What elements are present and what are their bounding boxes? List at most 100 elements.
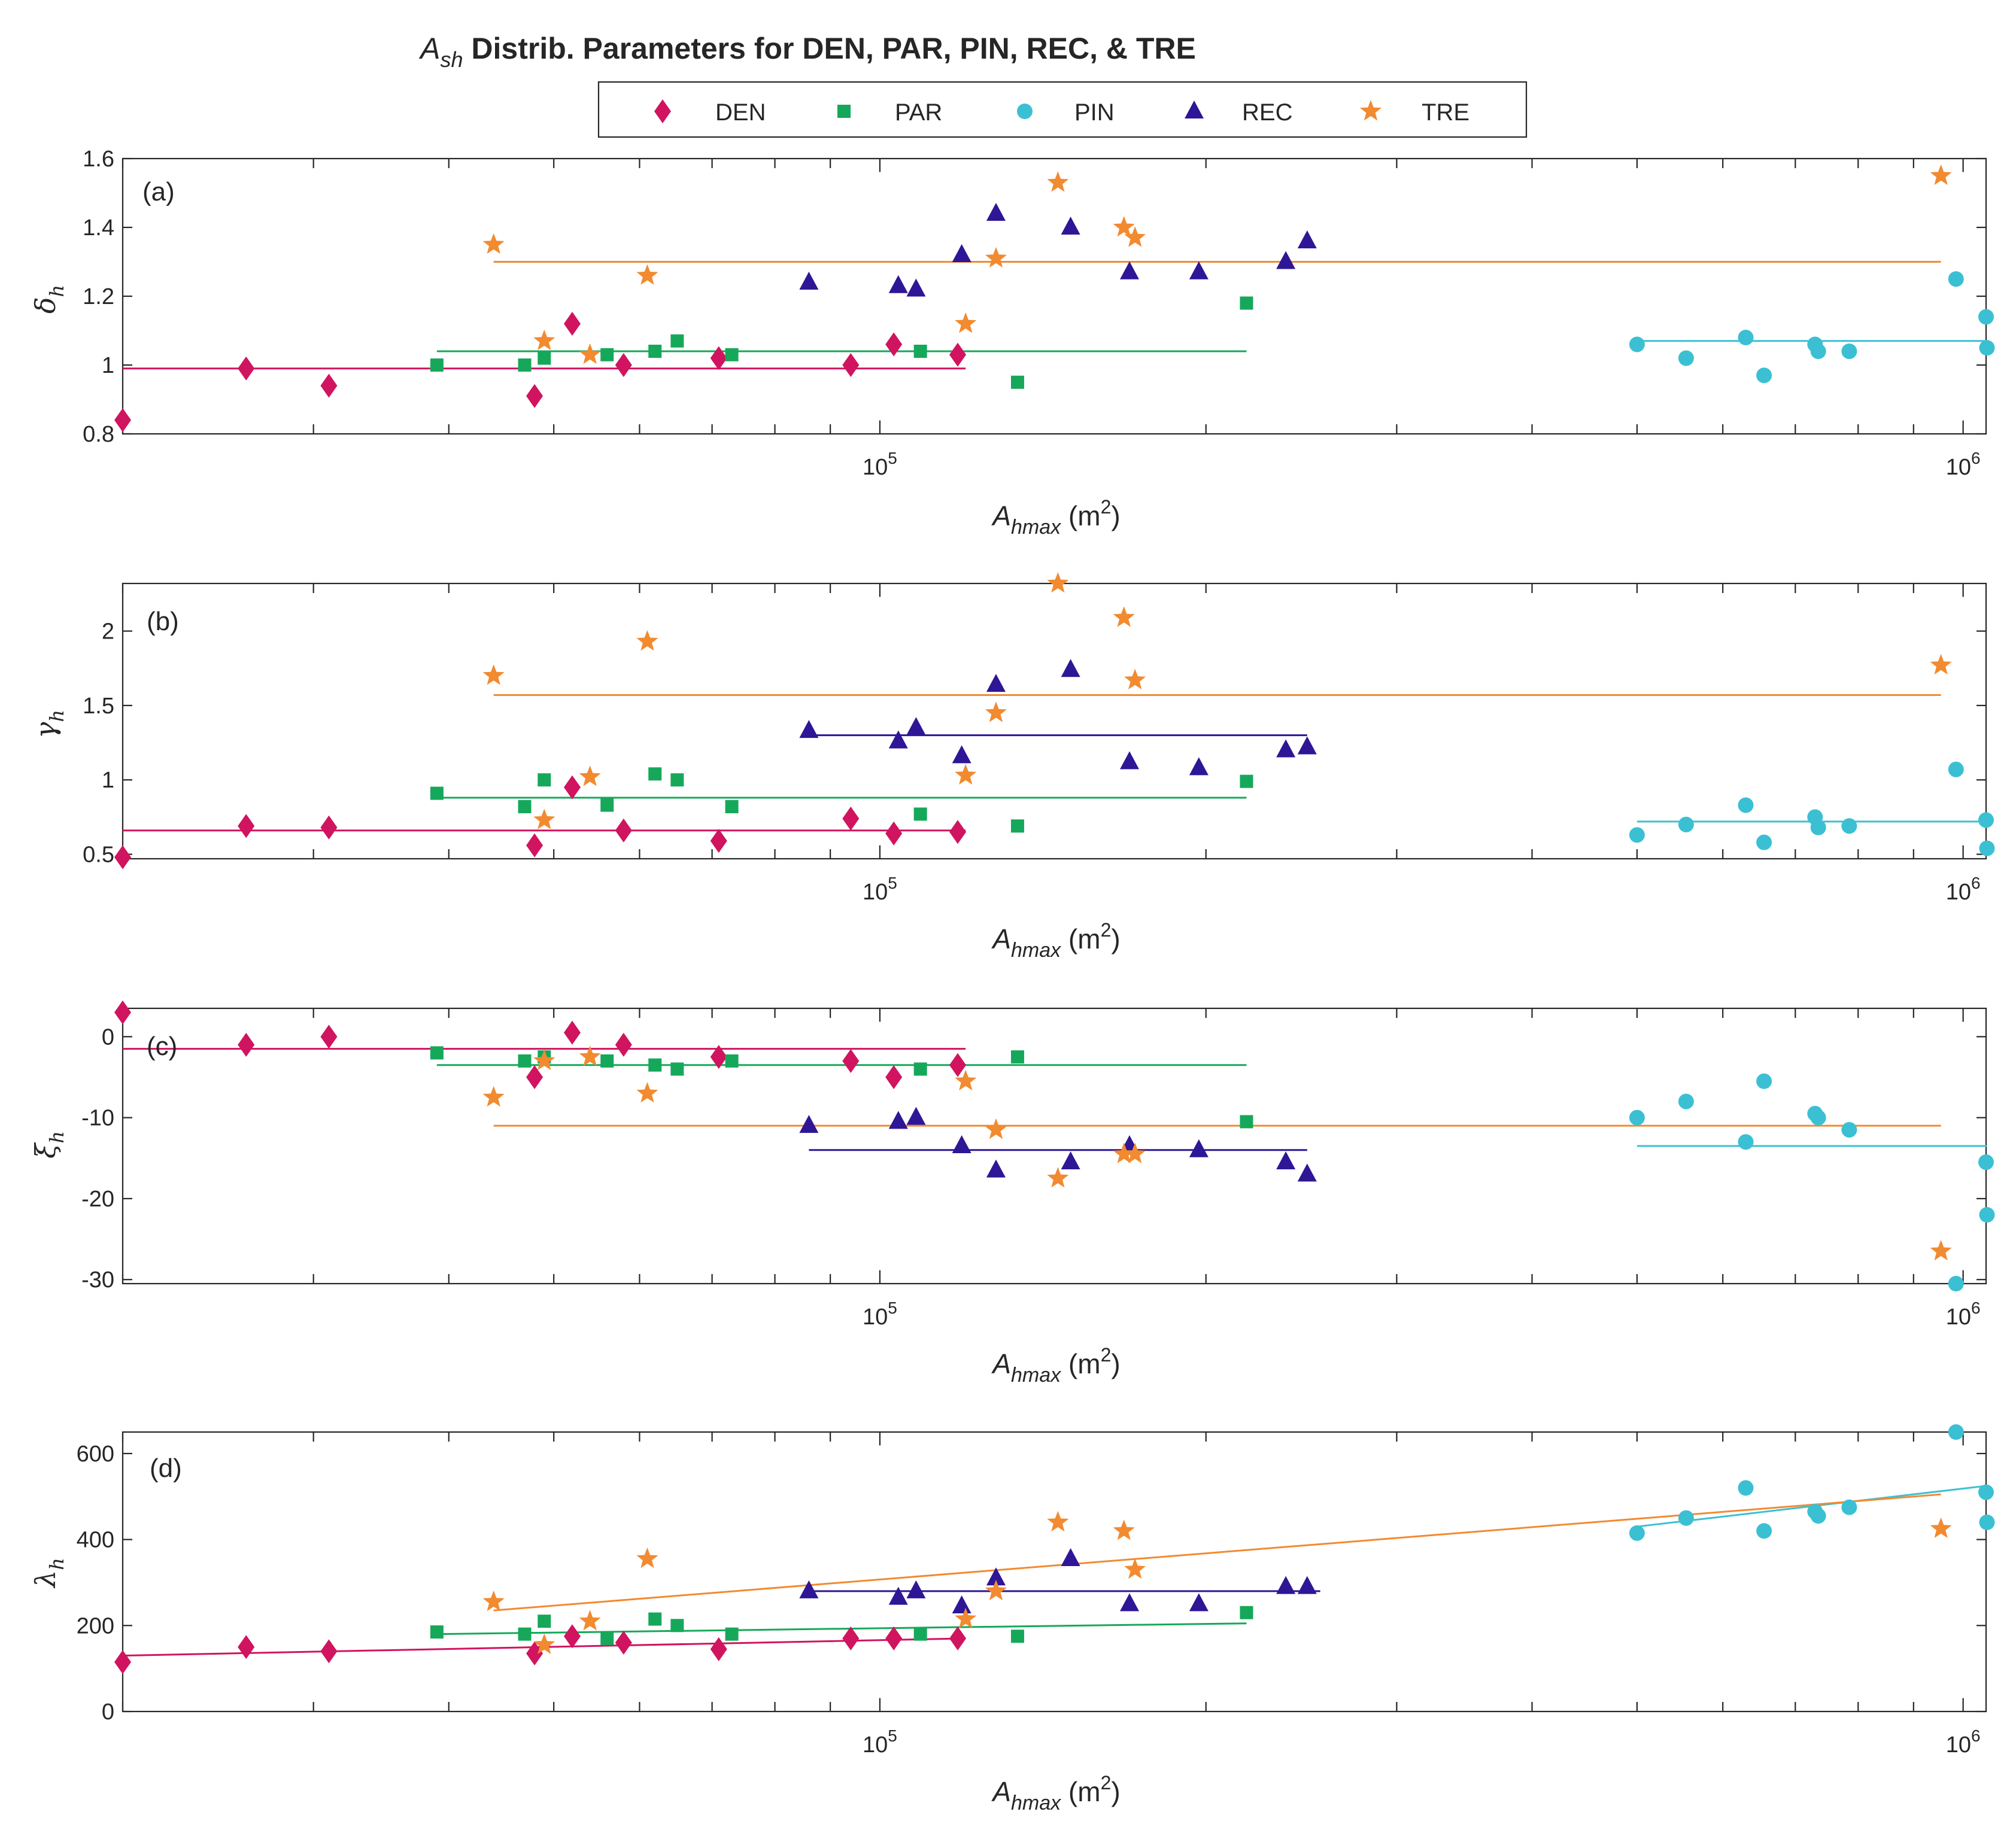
panel-b-point-den [885,821,903,846]
panel-c-point-den [563,1020,581,1045]
panel-c-point-den [238,1032,255,1057]
panel-c-point-tre [955,1069,977,1091]
panel-a-point-den [710,346,727,370]
panel-d-ytick-label: 600 [77,1442,114,1467]
panel-d-point-pin [1629,1525,1645,1541]
panel-d-xlabel: Ahmax (m2) [991,1772,1120,1814]
legend-entry-tre: TRE [1359,99,1470,126]
panel-d-point-den [563,1624,581,1649]
panel-d-point-rec [906,1580,926,1598]
panel-a-point-den [842,353,860,377]
panel-d-point-den [710,1637,727,1661]
title-text: Distrib. Parameters for DEN, PAR, PIN, R… [463,32,1196,65]
panel-d-ytick-label: 400 [77,1528,114,1553]
panel-a-point-tre [579,343,601,364]
panel-d-point-den [842,1626,860,1650]
panel-d-point-tre [579,1610,601,1631]
xtick-label-base: 10 [1946,1732,1971,1758]
panel-c-point-rec [952,1135,971,1153]
panel-b-point-par [538,773,551,787]
panel-b-point-pin [1629,827,1645,843]
panel-b-point-den [526,833,544,858]
panel-d-series-den [114,1624,967,1674]
panel-b-point-par [670,773,684,787]
xtick-label-base: 10 [1946,455,1971,480]
panel-b-point-tre [533,808,555,829]
panel-b-point-den [563,775,581,799]
legend-marker-rec [1185,101,1204,118]
legend-marker-par-icon [837,105,851,118]
panel-b-ytick-label: 2 [102,619,114,645]
panel-a-series-par [430,296,1253,389]
panel-a-xtick-label: 106 [1946,449,1981,480]
panel-d-series-pin [1629,1424,1995,1541]
chart-title: Ash Distrib. Parameters for DEN, PAR, PI… [418,32,1196,72]
panel-b-ylabel: γh [29,710,68,738]
panel-d-point-tre [1113,1519,1135,1540]
panel-c-ytick-label: -20 [81,1187,114,1212]
panel-a-ytick-label: 1.2 [83,284,114,309]
panel-b-point-tre [1047,572,1069,593]
xtick-label-exp: 5 [888,1726,897,1745]
legend: DEN PAR PIN REC TRE [597,81,1528,138]
panel-b-tag: (b) [147,607,179,636]
panel-b-point-pin [1979,840,1995,856]
title-subscript: sh [440,47,463,72]
panel-a-point-rec [1119,261,1139,279]
panel-d-point-par [600,1631,614,1645]
panel-a-point-tre [1930,164,1952,186]
panel-c-ytick-label: -10 [81,1106,114,1131]
panel-c-point-rec [1276,1151,1296,1170]
xtick-label-base: 10 [863,1305,888,1330]
panel-d-point-rec [986,1567,1006,1586]
panel-a-point-pin [1629,336,1645,352]
panel-a-point-rec [986,203,1006,221]
panel-d-point-rec [888,1586,908,1605]
panel-b-series-par [430,767,1253,833]
panel-c-point-pin [1841,1121,1857,1138]
panel-b-point-den [710,829,727,853]
panel-d-point-tre [955,1607,977,1628]
panel-a-series-rec [799,203,1317,297]
panel-a-point-pin [1756,367,1772,384]
panel-a-point-den [238,356,255,381]
panel-b-point-par [518,799,532,813]
panel-b-point-par [1010,819,1024,833]
legend-entry-pin: PIN [1017,99,1115,126]
panel-d-axes-frame [122,1431,1987,1713]
title-prefix: A [418,32,440,65]
panel-b-xtick-label: 105 [863,874,897,905]
panel-d-ytick-label: 0 [102,1700,114,1725]
panel-a-point-tre [636,264,658,285]
panel-c-series-tre [482,1045,1952,1261]
panel-d-point-pin [1978,1484,1994,1500]
panel-a-series-tre [482,164,1952,364]
panel-a-point-rec [1189,261,1209,279]
panel-a-ytick-label: 0.8 [83,422,114,447]
panel-d-point-rec [952,1595,971,1613]
panel-b-ylabel-symbol: γ [29,722,62,738]
panel-a-point-par [670,334,684,348]
legend-label-par: PAR [895,99,942,126]
panel-c-ytick-label: 0 [102,1025,114,1050]
legend-marker-den-icon [654,99,671,123]
panel-b-point-rec [906,717,926,735]
panel-a-point-tre [1124,226,1146,247]
panel-b-xtick-label: 106 [1946,874,1981,905]
panel-c-point-par [725,1054,739,1068]
panel-d-point-rec [799,1580,819,1598]
panel-a-point-tre [533,329,555,351]
panel-b-point-pin [1948,761,1964,777]
panel-d-point-rec [1297,1576,1317,1594]
panel-c-series-par [430,1046,1253,1129]
panel-b-series-den [114,775,967,870]
panel-a-point-par [600,348,614,361]
panel-b-point-pin [1678,816,1694,832]
panel-b-point-tre [1930,653,1952,675]
panel-c-point-pin [1629,1109,1645,1126]
panel-b-point-pin [1978,812,1994,828]
panel-b-axes-frame [122,582,1987,860]
panel-d-fit-line-par [436,1622,1247,1636]
panel-a-point-pin [1810,343,1826,359]
